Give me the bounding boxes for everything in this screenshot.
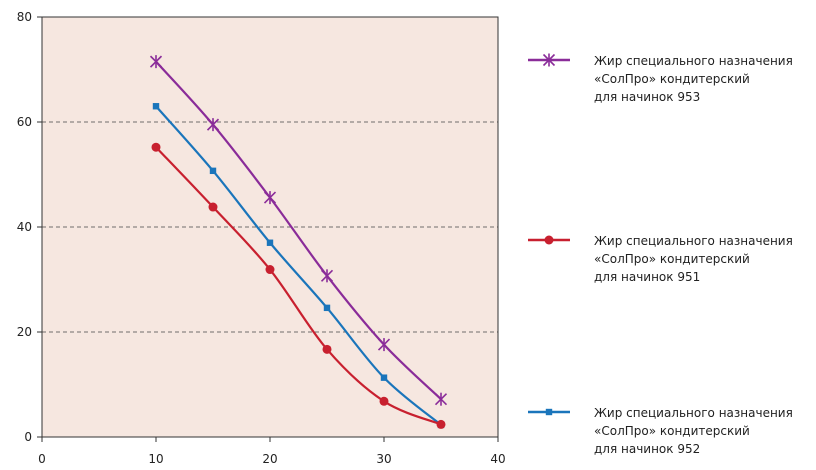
legend-swatch-953 <box>528 53 570 67</box>
data-point-s953-15 <box>206 118 220 132</box>
data-point-s952-10 <box>152 103 160 110</box>
data-point-s953-10 <box>149 55 163 69</box>
legend-marker-s952 <box>545 408 553 416</box>
data-point-s952-20 <box>266 239 274 246</box>
data-point-s951-25 <box>322 344 332 354</box>
data-point-s953-25 <box>320 269 334 283</box>
legend-label-953-line3: для начинок 953 <box>594 90 701 104</box>
legend-label-951-line1: Жир специального назначения <box>594 234 793 248</box>
data-point-s951-20 <box>265 265 275 275</box>
x-tick-label-0: 0 <box>38 452 46 466</box>
y-tick-label-60: 60 <box>17 115 32 129</box>
data-point-s953-20 <box>263 191 277 205</box>
legend-label-952-line1: Жир специального назначения <box>594 406 793 420</box>
legend-label-952-line2: «СолПро» кондитерский <box>594 424 750 438</box>
data-point-s951-35 <box>436 419 446 429</box>
data-point-s952-15 <box>209 167 217 175</box>
x-tick-label-10: 10 <box>148 452 163 466</box>
y-tick-label-80: 80 <box>17 10 32 24</box>
data-point-s951-10 <box>151 142 161 152</box>
data-point-s953-35 <box>434 392 448 406</box>
legend-item-952: Жир специального назначения «СолПро» кон… <box>528 404 816 464</box>
legend-marker-s953 <box>542 53 556 67</box>
legend-item-953: Жир специального назначения «СолПро» кон… <box>528 52 816 112</box>
legend-label-953-line2: «СолПро» кондитерский <box>594 72 750 86</box>
data-point-s953-30 <box>377 338 391 352</box>
x-tick-label-40: 40 <box>490 452 505 466</box>
legend-swatch-951 <box>528 235 570 245</box>
legend-item-951: Жир специального назначения «СолПро» кон… <box>528 232 816 292</box>
data-point-s952-25 <box>323 304 331 312</box>
legend-label-953: Жир специального назначения «СолПро» кон… <box>594 52 816 106</box>
x-tick-label-30: 30 <box>376 452 391 466</box>
legend-label-952: Жир специального назначения «СолПро» кон… <box>594 404 816 458</box>
legend-label-951: Жир специального назначения «СолПро» кон… <box>594 232 816 286</box>
legend-swatch-952 <box>528 408 570 416</box>
legend-marker-s951 <box>544 235 554 245</box>
data-point-s952-30 <box>380 374 388 381</box>
data-point-s951-15 <box>208 202 218 212</box>
legend-label-953-line1: Жир специального назначения <box>594 54 793 68</box>
y-tick-label-40: 40 <box>17 220 32 234</box>
data-point-s951-30 <box>379 396 389 406</box>
legend-label-952-line3: для начинок 952 <box>594 442 701 456</box>
legend-label-951-line2: «СолПро» кондитерский <box>594 252 750 266</box>
legend-label-951-line3: для начинок 951 <box>594 270 701 284</box>
x-tick-label-20: 20 <box>262 452 277 466</box>
y-tick-label-20: 20 <box>17 325 32 339</box>
y-tick-label-0: 0 <box>24 430 32 444</box>
